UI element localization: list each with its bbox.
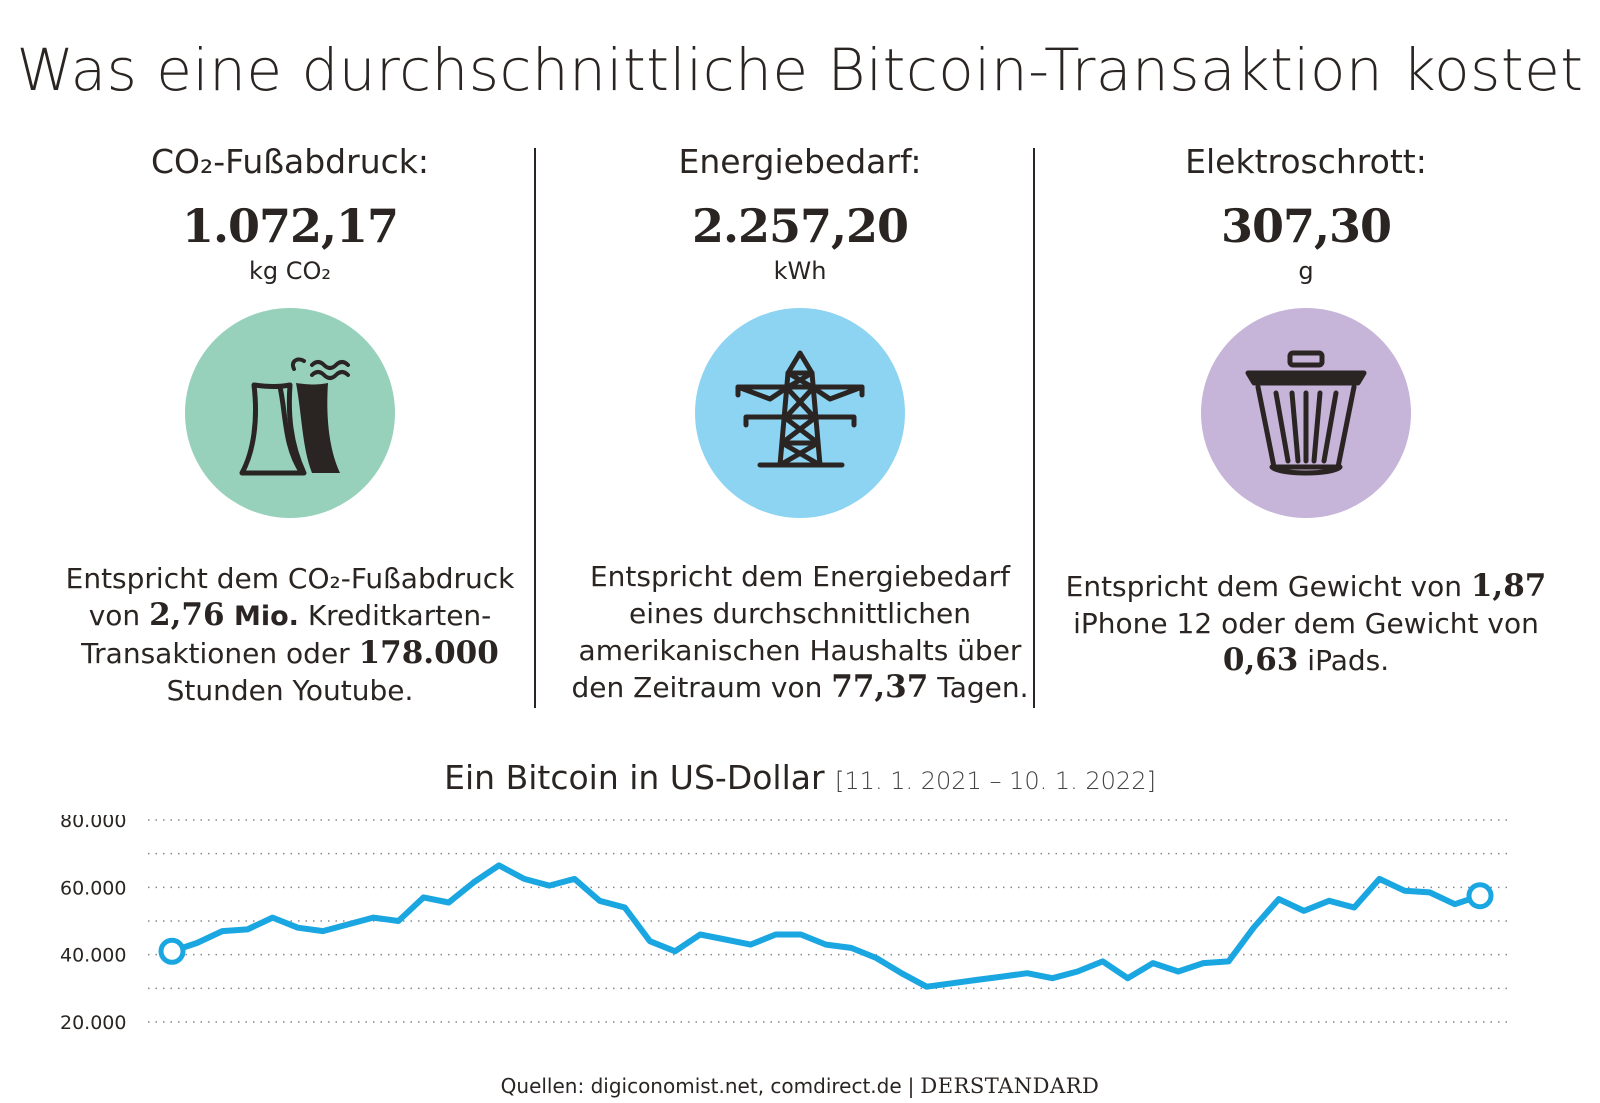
co2-heading: CO₂-Fußabdruck: [150, 142, 429, 181]
bitcoin-price-chart: 20.000 40.000 60.000 80.000 [60, 815, 1510, 1034]
ewaste-text-1: Entspricht dem Gewicht von [1065, 570, 1471, 603]
ewaste-number-iphone: 1,87 [1470, 568, 1547, 604]
power-plant-icon [239, 357, 350, 476]
co2-circle [185, 308, 395, 518]
power-pylon-icon [735, 350, 865, 468]
ewaste-value: 307,30 [1220, 199, 1392, 253]
y-tick-label: 40.000 [60, 945, 126, 967]
ewaste-text-3: iPads. [1298, 644, 1390, 677]
brand-logo: DERSTANDARD [920, 1074, 1100, 1098]
energy-unit: kWh [773, 257, 827, 285]
chart-title: Ein Bitcoin in US-Dollar [11. 1. 2021 – … [0, 758, 1600, 797]
co2-unit: kg CO₂ [248, 257, 332, 285]
ewaste-heading: Elektroschrott: [1185, 142, 1427, 181]
co2-text-1: Entspricht dem CO₂-Fußabdruck von [65, 562, 515, 632]
column-divider [1033, 148, 1035, 708]
energy-text-1: Entspricht dem Energiebedarf eines durch… [571, 560, 1022, 704]
end-point-marker [1466, 882, 1494, 910]
ewaste-number-ipad: 0,63 [1222, 642, 1299, 678]
page-title: Was eine durchschnittliche Bitcoin-Trans… [16, 36, 1584, 104]
bitcoin-price-line [169, 862, 1483, 990]
source-separator: | [907, 1074, 915, 1098]
y-axis-labels: 20.000 40.000 60.000 80.000 [60, 815, 126, 1034]
co2-column: CO₂-Fußabdruck: 1.072,17 kg CO₂ Entspric… [40, 140, 540, 709]
y-tick-label: 60.000 [60, 877, 126, 899]
y-tick-label: 20.000 [60, 1012, 126, 1034]
energy-value: 2.257,20 [691, 199, 909, 253]
ewaste-text-2: iPhone 12 oder dem Gewicht von [1073, 607, 1539, 640]
chart-title-text: Ein Bitcoin in US-Dollar [444, 758, 825, 797]
co2-description: Entspricht dem CO₂-Fußabdruck von 2,76 M… [40, 560, 540, 709]
co2-mio-label: Mio. [224, 601, 299, 632]
column-divider [534, 148, 536, 708]
co2-text-2: Kreditkarten-Transaktionen oder [81, 599, 492, 670]
energy-heading: Energiebedarf: [678, 142, 922, 181]
energy-circle [695, 308, 905, 518]
energy-description: Entspricht dem Energiebedarf eines durch… [550, 558, 1050, 706]
trash-can-icon [1245, 350, 1367, 476]
ewaste-unit: g [1298, 257, 1314, 285]
ewaste-description: Entspricht dem Gewicht von 1,87 iPhone 1… [1056, 568, 1556, 679]
y-tick-label: 80.000 [60, 815, 126, 832]
ewaste-circle [1201, 308, 1411, 518]
ewaste-column: Elektroschrott: 307,30 g Entspricht dem … [1056, 140, 1556, 679]
energy-column: Energiebedarf: 2.257,20 kWh Entspricht d… [550, 140, 1050, 706]
energy-text-2: Tagen. [928, 671, 1029, 704]
co2-value: 1.072,17 [181, 199, 399, 253]
source-line: Quellen: digiconomist.net, comdirect.de |… [0, 1074, 1600, 1098]
co2-number-hours: 178.000 [358, 635, 499, 671]
chart-date-range: [11. 1. 2021 – 10. 1. 2022] [835, 767, 1156, 795]
co2-text-3: Stunden Youtube. [166, 674, 414, 707]
source-text: Quellen: digiconomist.net, comdirect.de [500, 1074, 902, 1098]
energy-number-days: 77,37 [831, 669, 929, 705]
co2-number-mio: 2,76 [149, 597, 225, 633]
start-point-marker [158, 937, 186, 965]
